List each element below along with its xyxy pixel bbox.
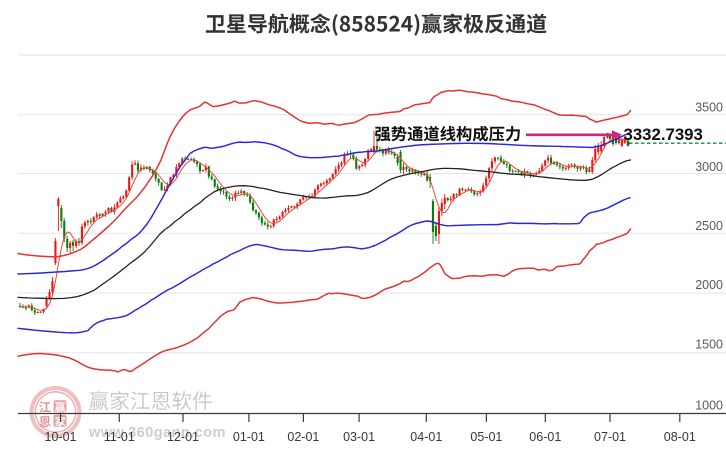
svg-text:1500: 1500: [695, 338, 723, 352]
svg-text:02-01: 02-01: [287, 430, 319, 444]
svg-text:3332.7393: 3332.7393: [624, 125, 703, 144]
svg-text:04-01: 04-01: [410, 430, 442, 444]
svg-text:01-01: 01-01: [233, 430, 265, 444]
svg-text:2000: 2000: [695, 278, 723, 292]
svg-text:3500: 3500: [695, 100, 723, 114]
svg-text:2500: 2500: [695, 219, 723, 233]
svg-text:08-01: 08-01: [664, 430, 696, 444]
svg-text:10-01: 10-01: [45, 430, 77, 444]
svg-text:12-01: 12-01: [167, 430, 199, 444]
svg-text:1000: 1000: [695, 398, 723, 412]
svg-text:06-01: 06-01: [529, 430, 561, 444]
svg-text:07-01: 07-01: [594, 430, 626, 444]
svg-text:www.360gann.com: www.360gann.com: [88, 425, 226, 441]
svg-text:03-01: 03-01: [343, 430, 375, 444]
svg-text:11-01: 11-01: [104, 430, 135, 444]
svg-text:3000: 3000: [695, 160, 723, 174]
svg-text:05-01: 05-01: [470, 430, 502, 444]
